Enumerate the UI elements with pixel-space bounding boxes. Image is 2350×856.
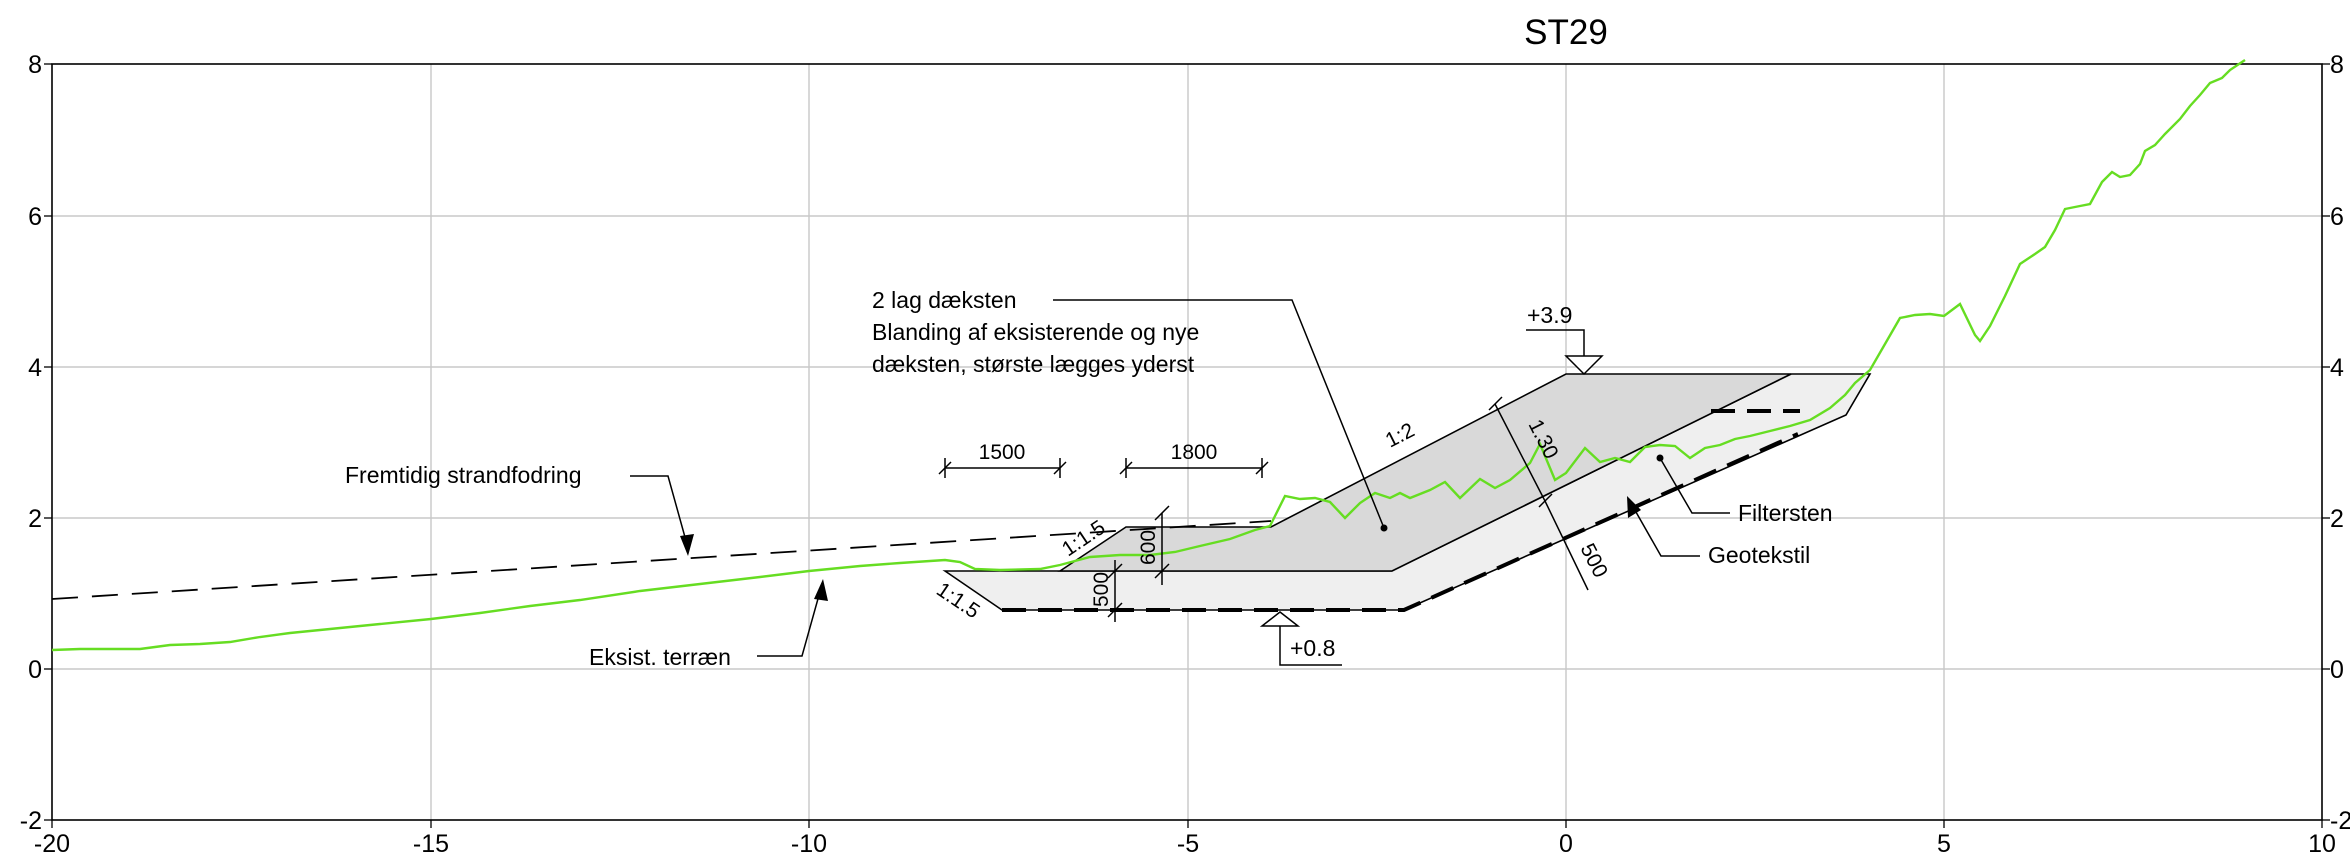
dim-600-label: 600 xyxy=(1137,530,1160,565)
geotekstil-label: Geotekstil xyxy=(1708,542,1810,568)
y-tick-label: 8 xyxy=(28,51,42,79)
y-tick-label: 0 xyxy=(28,656,42,684)
level-bottom-label: +0.8 xyxy=(1290,635,1335,661)
y-tick-label-right: 0 xyxy=(2330,656,2344,684)
y-tick-label-right: 6 xyxy=(2330,203,2344,231)
axis-ticks xyxy=(44,63,2330,828)
fremtidig-annotation: Fremtidig strandfodring xyxy=(345,462,694,556)
dim-1500-label: 1500 xyxy=(979,441,1026,464)
y-tick-label: -2 xyxy=(20,807,42,835)
x-tick-label: -10 xyxy=(791,830,827,856)
eksist-label: Eksist. terræn xyxy=(589,644,731,670)
existing-terrain-line xyxy=(51,59,2246,652)
level-top-label: +3.9 xyxy=(1527,302,1572,328)
dimension-1500: 1500 xyxy=(938,441,1067,478)
y-tick-label: 4 xyxy=(28,354,42,382)
x-tick-label: 10 xyxy=(2308,830,2336,856)
x-tick-label: -5 xyxy=(1177,830,1199,856)
geotekstil-annotation: Geotekstil xyxy=(1627,496,1810,568)
x-tick-label: -20 xyxy=(34,830,70,856)
fremtidig-label: Fremtidig strandfodring xyxy=(345,462,582,488)
dimension-1800: 1800 xyxy=(1119,441,1269,478)
drawing-title: ST29 xyxy=(1524,13,1608,52)
plot-frame xyxy=(51,63,2323,821)
grid xyxy=(52,64,2322,820)
filtersten-annotation: Filtersten xyxy=(1656,454,1833,526)
dim-500-left-label: 500 xyxy=(1090,572,1113,607)
y-tick-label: 6 xyxy=(28,203,42,231)
eksist-annotation: Eksist. terræn xyxy=(589,579,828,670)
future-nourishment-line xyxy=(51,520,1272,600)
level-marker-top: +3.9 xyxy=(1526,302,1604,376)
filtersten-label: Filtersten xyxy=(1738,500,1833,526)
daeksten-text-2: Blanding af eksisterende og nye xyxy=(872,319,1199,345)
x-tick-label: -15 xyxy=(413,830,449,856)
dimension-600: 600 xyxy=(1137,505,1170,585)
y-tick-label-right: -2 xyxy=(2330,807,2350,835)
dimension-500-left: 500 xyxy=(1090,560,1123,622)
armour-layer xyxy=(1057,373,1792,572)
y-tick-label-right: 8 xyxy=(2330,51,2344,79)
level-marker-bottom: +0.8 xyxy=(1259,611,1342,666)
y-tick-label-right: 4 xyxy=(2330,354,2344,382)
x-tick-label: 0 xyxy=(1559,830,1573,856)
daeksten-text-3: dæksten, største lægges yderst xyxy=(872,351,1195,377)
daeksten-text-1: 2 lag dæksten xyxy=(872,287,1016,313)
geotextile-line xyxy=(1002,432,1799,612)
daeksten-annotation: 2 lag dæksten Blanding af eksisterende o… xyxy=(872,287,1388,532)
dim-1800-label: 1800 xyxy=(1171,441,1218,464)
y-tick-label: 2 xyxy=(28,505,42,533)
y-tick-label-right: 2 xyxy=(2330,505,2344,533)
x-tick-label: 5 xyxy=(1937,830,1951,856)
slope-main-label: 1:2 xyxy=(1382,419,1418,453)
